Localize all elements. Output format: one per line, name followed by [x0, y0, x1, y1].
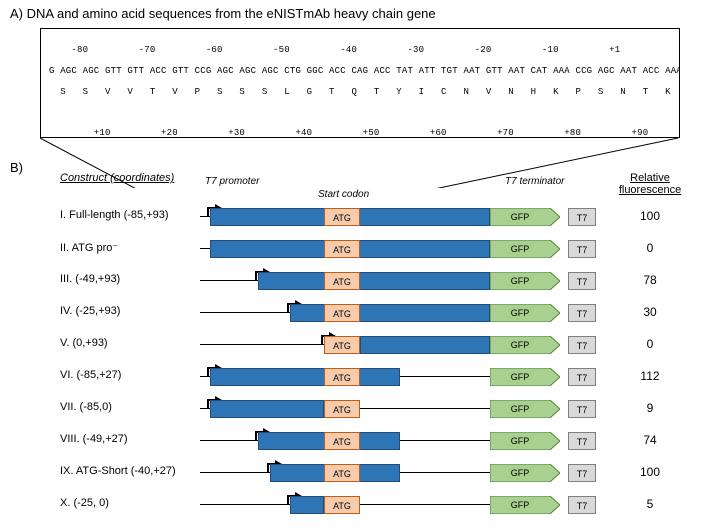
- blue-region: [290, 304, 490, 322]
- svg-text:GFP: GFP: [511, 276, 530, 286]
- svg-text:GFP: GFP: [511, 308, 530, 318]
- t7-terminator-box: T7: [568, 304, 596, 322]
- t7-terminator-box: T7: [568, 368, 596, 386]
- construct-row: VIII. (-49,+27) ATG GFP T7 74: [60, 426, 700, 454]
- atg-box: ATG: [324, 304, 360, 322]
- svg-text:GFP: GFP: [511, 244, 530, 254]
- t7-terminator-box: T7: [568, 208, 596, 226]
- fluorescence-value: 100: [610, 209, 690, 223]
- atg-box: ATG: [324, 432, 360, 450]
- construct-row: IX. ATG-Short (-40,+27) ATG GFP T7 100: [60, 458, 700, 486]
- sequence-box: -80 -70 -60 -50 -40 -30 -20 -10 +1 G AGC…: [40, 28, 680, 138]
- atg-box: ATG: [324, 400, 360, 418]
- fluorescence-value: 5: [610, 497, 690, 511]
- fluorescence-value: 9: [610, 401, 690, 415]
- t7-terminator-box: T7: [568, 496, 596, 514]
- atg-box: ATG: [324, 368, 360, 386]
- svg-text:GFP: GFP: [511, 436, 530, 446]
- construct-row: I. Full-length (-85,+93) ATG GFP T7 100: [60, 202, 700, 230]
- construct-row: IV. (-25,+93) ATG GFP T7 30: [60, 298, 700, 326]
- seq-pos-row2: +10 +20 +30 +40 +50 +60 +70 +80 +90: [49, 128, 671, 138]
- svg-text:GFP: GFP: [511, 500, 530, 510]
- construct-row: X. (-25, 0) ATG GFP T7 5: [60, 490, 700, 518]
- panel-a-label: A): [10, 6, 23, 21]
- construct-label: VII. (-85,0): [60, 401, 200, 413]
- construct-label: I. Full-length (-85,+93): [60, 209, 200, 221]
- blue-region: [258, 272, 490, 290]
- svg-text:GFP: GFP: [511, 468, 530, 478]
- construct-label: II. ATG pro⁻: [60, 241, 200, 254]
- t7-terminator-box: T7: [568, 240, 596, 258]
- atg-box: ATG: [324, 240, 360, 258]
- blue-region: [360, 336, 490, 354]
- svg-text:GFP: GFP: [511, 404, 530, 414]
- construct-row: III. (-49,+93) ATG GFP T7 78: [60, 266, 700, 294]
- construct-label: IX. ATG-Short (-40,+27): [60, 465, 200, 477]
- t7-promoter-label: T7 promoter: [205, 176, 259, 187]
- blue-region: [290, 496, 324, 514]
- construct-row: V. (0,+93) ATG GFP T7 0: [60, 330, 700, 358]
- fluorescence-value: 112: [610, 369, 690, 383]
- construct-label: VIII. (-49,+27): [60, 433, 200, 445]
- atg-box: ATG: [324, 464, 360, 482]
- start-codon-label: Start codon: [318, 189, 369, 200]
- panel-a-title-text: DNA and amino acid sequences from the eN…: [27, 6, 436, 21]
- t7-terminator-box: T7: [568, 432, 596, 450]
- blue-region: [210, 400, 324, 418]
- construct-label: V. (0,+93): [60, 337, 200, 349]
- col-header-construct: Construct (coordinates): [60, 172, 174, 184]
- fluorescence-value: 78: [610, 273, 690, 287]
- t7-terminator-box: T7: [568, 336, 596, 354]
- svg-text:GFP: GFP: [511, 340, 530, 350]
- t7-terminator-box: T7: [568, 272, 596, 290]
- construct-label: III. (-49,+93): [60, 273, 200, 285]
- fluorescence-value: 100: [610, 465, 690, 479]
- construct-row: VII. (-85,0) ATG GFP T7 9: [60, 394, 700, 422]
- construct-label: VI. (-85,+27): [60, 369, 200, 381]
- panel-a-heading: A) DNA and amino acid sequences from the…: [10, 6, 436, 21]
- panel-b-label: B): [10, 160, 23, 175]
- atg-box: ATG: [324, 208, 360, 226]
- t7-terminator-box: T7: [568, 400, 596, 418]
- seq-dna-row1: G AGC AGC GTT GTT ACC GTT CCG AGC AGC AG…: [49, 66, 671, 76]
- svg-text:GFP: GFP: [511, 212, 530, 222]
- col-header-fluorescence: Relative fluorescence: [610, 172, 690, 196]
- t7-terminator-box: T7: [568, 464, 596, 482]
- construct-label: IV. (-25,+93): [60, 305, 200, 317]
- construct-row: II. ATG pro⁻ ATG GFP T7 0: [60, 234, 700, 262]
- fluorescence-value: 30: [610, 305, 690, 319]
- svg-text:GFP: GFP: [511, 372, 530, 382]
- construct-row: VI. (-85,+27) ATG GFP T7 112: [60, 362, 700, 390]
- t7-terminator-label: T7 terminator: [505, 176, 564, 187]
- fluorescence-value: 0: [610, 241, 690, 255]
- fluorescence-value: 0: [610, 337, 690, 351]
- construct-label: X. (-25, 0): [60, 497, 200, 509]
- atg-box: ATG: [324, 496, 360, 514]
- blue-region: [210, 368, 400, 386]
- seq-aa-row1: S S V V T V P S S S L G T Q T Y I C N V …: [49, 87, 671, 97]
- fluorescence-value: 74: [610, 433, 690, 447]
- atg-box: ATG: [324, 336, 360, 354]
- seq-pos-row1: -80 -70 -60 -50 -40 -30 -20 -10 +1: [49, 45, 671, 55]
- atg-box: ATG: [324, 272, 360, 290]
